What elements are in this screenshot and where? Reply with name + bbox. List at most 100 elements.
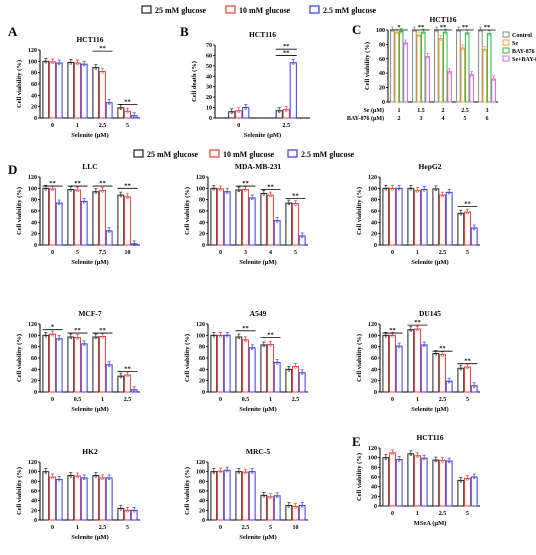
panel-letter-E: E (352, 434, 361, 449)
bar (55, 338, 63, 393)
x-tick-label: 4 (442, 116, 445, 122)
data-point (126, 196, 129, 200)
bar (80, 477, 88, 521)
data-point (119, 508, 123, 511)
y-tick-label: 80 (371, 465, 377, 471)
legend-swatch-2_5 (309, 5, 320, 14)
significance-marker: ** (283, 49, 290, 56)
x-tick-label: 0.5 (242, 397, 250, 403)
significance-marker: * (51, 324, 54, 331)
data-point (262, 344, 266, 348)
data-point (69, 62, 73, 65)
bar (74, 475, 81, 521)
data-point (417, 34, 420, 38)
x-tick-label: 0 (51, 123, 54, 129)
data-point (219, 188, 222, 192)
bar (275, 110, 283, 119)
x-tick-label: 0 (391, 397, 394, 403)
data-point (434, 188, 438, 192)
bar (223, 191, 231, 246)
data-point (212, 335, 216, 338)
chart-D5: A549 0 20 40 60 80 100 120 Cell viability (%) 0 0.… (184, 309, 308, 413)
bar (42, 334, 50, 393)
data-point (292, 62, 295, 65)
y-tick-label: 60 (31, 356, 37, 362)
data-point (441, 194, 444, 198)
data-point (237, 471, 241, 474)
y-tick-label: 100 (368, 456, 377, 462)
x-tick-label: 2.5 (461, 108, 469, 114)
data-point (472, 476, 476, 480)
significance-marker: ** (99, 327, 106, 334)
data-point (391, 452, 394, 456)
data-point (444, 31, 447, 35)
x-axis-label-D8: Selenite (μM) (239, 534, 276, 541)
legend-swatch (502, 55, 510, 62)
bar (414, 455, 421, 507)
bar (55, 62, 63, 119)
data-point (51, 61, 54, 65)
bar (432, 459, 440, 507)
chart-title-D3: HepG2 (419, 162, 442, 171)
y-tick-label: 20 (31, 232, 37, 238)
bar (395, 187, 403, 246)
bar (273, 362, 281, 393)
bar (260, 494, 268, 521)
data-point (459, 368, 463, 371)
significance-marker: ** (74, 327, 81, 334)
x-tick-label: 1 (101, 397, 104, 403)
y-tick-label: 120 (368, 446, 377, 452)
data-point (212, 471, 216, 474)
chart-D1: D LLC 0 20 40 60 80 100 120 Cell viability (%) 0 5 7… (8, 162, 140, 266)
chart-D6: DU145 0 20 40 60 80 100 120 Cell viability (%) 0 1… (356, 309, 480, 413)
y-tick-label: 60 (371, 475, 377, 481)
significance-marker: ** (414, 319, 421, 326)
y-tick-label: 60 (199, 356, 205, 362)
x-tick-label: 1 (269, 397, 272, 403)
data-point (57, 479, 61, 482)
x-tick-label: 0 (219, 397, 222, 403)
y-tick-label: 120 (196, 460, 205, 466)
y-tick-label: 100 (368, 186, 377, 192)
significance-marker: ** (484, 24, 491, 31)
bar (248, 471, 256, 521)
bar (420, 457, 428, 507)
bar (382, 334, 390, 393)
x-tick-label: 0 (51, 250, 54, 256)
data-point (472, 227, 476, 231)
bar (298, 235, 306, 246)
y-tick-label: 40 (31, 93, 37, 99)
bar (242, 188, 249, 246)
panel-letter-D1: D (8, 162, 17, 177)
y-tick-label: 120 (28, 175, 37, 181)
legend-label: Se (512, 41, 518, 47)
bar (389, 452, 396, 507)
bar (394, 31, 400, 103)
y-tick-label: 0 (209, 116, 212, 122)
bar (439, 194, 446, 246)
y-tick-label: 60 (206, 53, 212, 59)
data-point (287, 369, 291, 372)
data-point (426, 56, 429, 59)
data-point (82, 343, 86, 347)
bar (407, 187, 415, 246)
data-point (225, 191, 229, 194)
data-point (470, 74, 473, 77)
chart-title-D4: MCF-7 (78, 309, 102, 318)
x-tick-label: 5 (269, 525, 272, 531)
y-tick-label: 40 (371, 485, 377, 491)
y-tick-label: 40 (199, 220, 205, 226)
bar (80, 63, 88, 119)
bar (491, 78, 496, 103)
data-point (250, 347, 254, 350)
bar (416, 34, 422, 103)
x-tick-label: 2.5 (439, 397, 447, 403)
data-point (287, 202, 291, 206)
panel-letter-A: A (8, 24, 18, 39)
data-point (422, 344, 426, 348)
chart-title-D1: LLC (82, 162, 97, 171)
legend-mid: 25 mM glucose 10 mM glucose 2.5 mM gluco… (133, 149, 355, 159)
data-point (409, 188, 413, 191)
bar (292, 366, 299, 393)
